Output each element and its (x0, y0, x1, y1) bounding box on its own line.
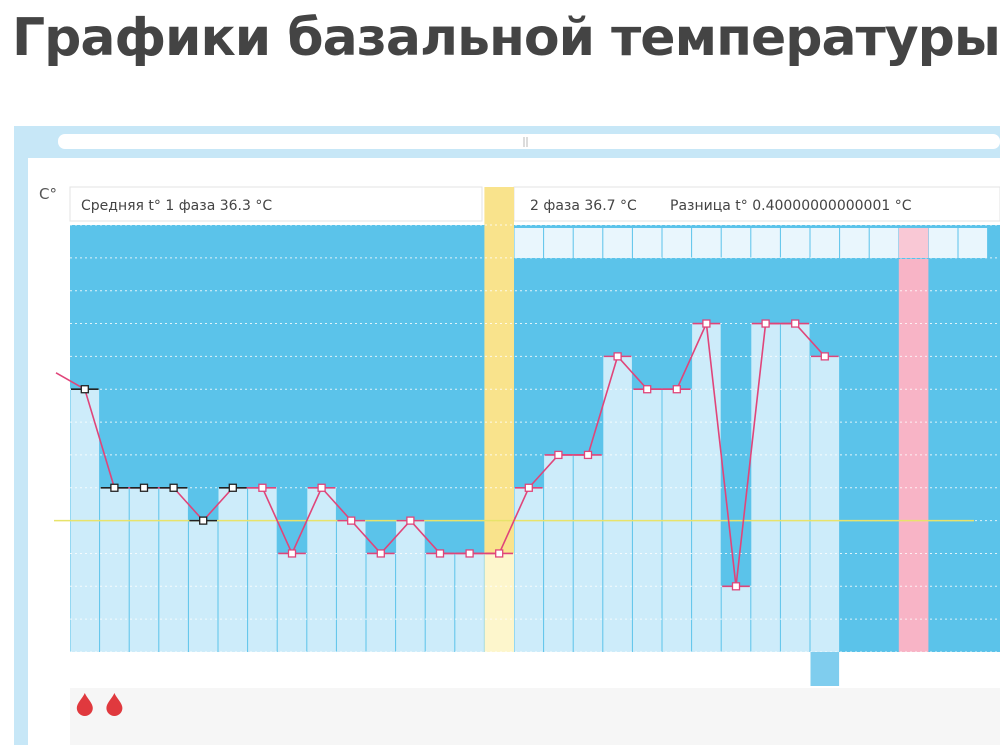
temperature-point (613, 352, 622, 361)
temperature-column (603, 356, 632, 652)
temperature-point (495, 549, 504, 558)
period-row (70, 688, 1000, 745)
temperature-point (228, 483, 237, 492)
phase2-day-cell (898, 228, 929, 258)
temperature-column (129, 487, 159, 652)
temperature-point (643, 385, 652, 394)
phase2-day-cell (662, 228, 692, 258)
plot-area (54, 187, 1000, 653)
temperature-column (188, 520, 218, 652)
temperature-point (376, 549, 385, 558)
temperature-column (100, 487, 129, 652)
temperature-column (573, 454, 603, 652)
temperature-column (218, 487, 248, 652)
phase2-day-cell (958, 228, 988, 258)
temperature-column (425, 553, 455, 652)
phase2-day-cell (603, 228, 632, 258)
temperature-point (80, 385, 89, 394)
bbt-chart: С° Средняя t° 1 фаза 36.3 °C 2 фаза 36.7… (28, 134, 1000, 745)
phase2-day-cell (573, 228, 603, 258)
x-axis (810, 652, 840, 686)
temperature-point (169, 483, 178, 492)
period-row-band (70, 688, 1000, 745)
temperature-point (524, 483, 533, 492)
temperature-point (317, 483, 326, 492)
phase2-day-cell (840, 228, 869, 258)
blood-drop-icon (106, 693, 123, 716)
ovulation-column (484, 187, 514, 554)
temperature-point (761, 319, 770, 328)
phase1-average-label: Средняя t° 1 фаза 36.3 °C (81, 198, 272, 214)
temperature-point (731, 582, 741, 591)
temperature-point (406, 516, 415, 525)
phase2-day-cell (810, 228, 840, 258)
blood-drop-icon (76, 693, 93, 716)
phase1-info-bar (69, 186, 483, 222)
phase2-day-cell (928, 228, 958, 258)
temperature-point (791, 319, 800, 328)
temperature-point (554, 450, 563, 460)
phase2-day-cell (544, 228, 573, 258)
phase2-day-cell (632, 228, 662, 258)
phase2-day-cell (514, 228, 544, 258)
temperature-point (820, 352, 829, 361)
phase2-day-cell (869, 228, 899, 258)
page-title: Графики базальной температуры (12, 8, 1000, 68)
temperature-point (702, 319, 711, 328)
temperature-point (465, 549, 474, 558)
phase2-day-cell (692, 228, 721, 258)
temperature-point (199, 516, 208, 525)
temperature-point (583, 450, 593, 460)
bbt-chart-widget: С° Средняя t° 1 фаза 36.3 °C 2 фаза 36.7… (14, 126, 1000, 745)
difference-label: Разница t° 0.40000000000001 °C (670, 198, 912, 214)
temperature-column (307, 487, 336, 652)
highlight-day-column (898, 259, 929, 652)
chart-scrollbar[interactable] (58, 134, 1000, 149)
temperature-point (287, 549, 297, 558)
ovulation-column-lower (484, 553, 514, 652)
temperature-column (277, 553, 307, 652)
current-day-marker (810, 652, 840, 686)
temperature-point (110, 483, 119, 492)
phase2-average-label: 2 фаза 36.7 °C (530, 198, 637, 214)
temperature-point (347, 516, 356, 525)
temperature-column (514, 487, 544, 652)
unit-label: С° (39, 185, 57, 203)
phase2-day-cell (780, 228, 810, 258)
temperature-column (455, 553, 484, 652)
phase2-day-header (514, 228, 988, 258)
phase2-day-cell (751, 228, 780, 258)
temperature-point (258, 483, 267, 492)
temperature-column (810, 356, 840, 652)
temperature-column (544, 454, 573, 652)
temperature-column (159, 487, 188, 652)
temperature-point (139, 483, 149, 492)
temperature-point (435, 549, 445, 558)
temperature-point (672, 385, 681, 394)
temperature-column (366, 553, 396, 652)
temperature-column (248, 487, 277, 652)
phase2-day-cell (721, 228, 751, 258)
